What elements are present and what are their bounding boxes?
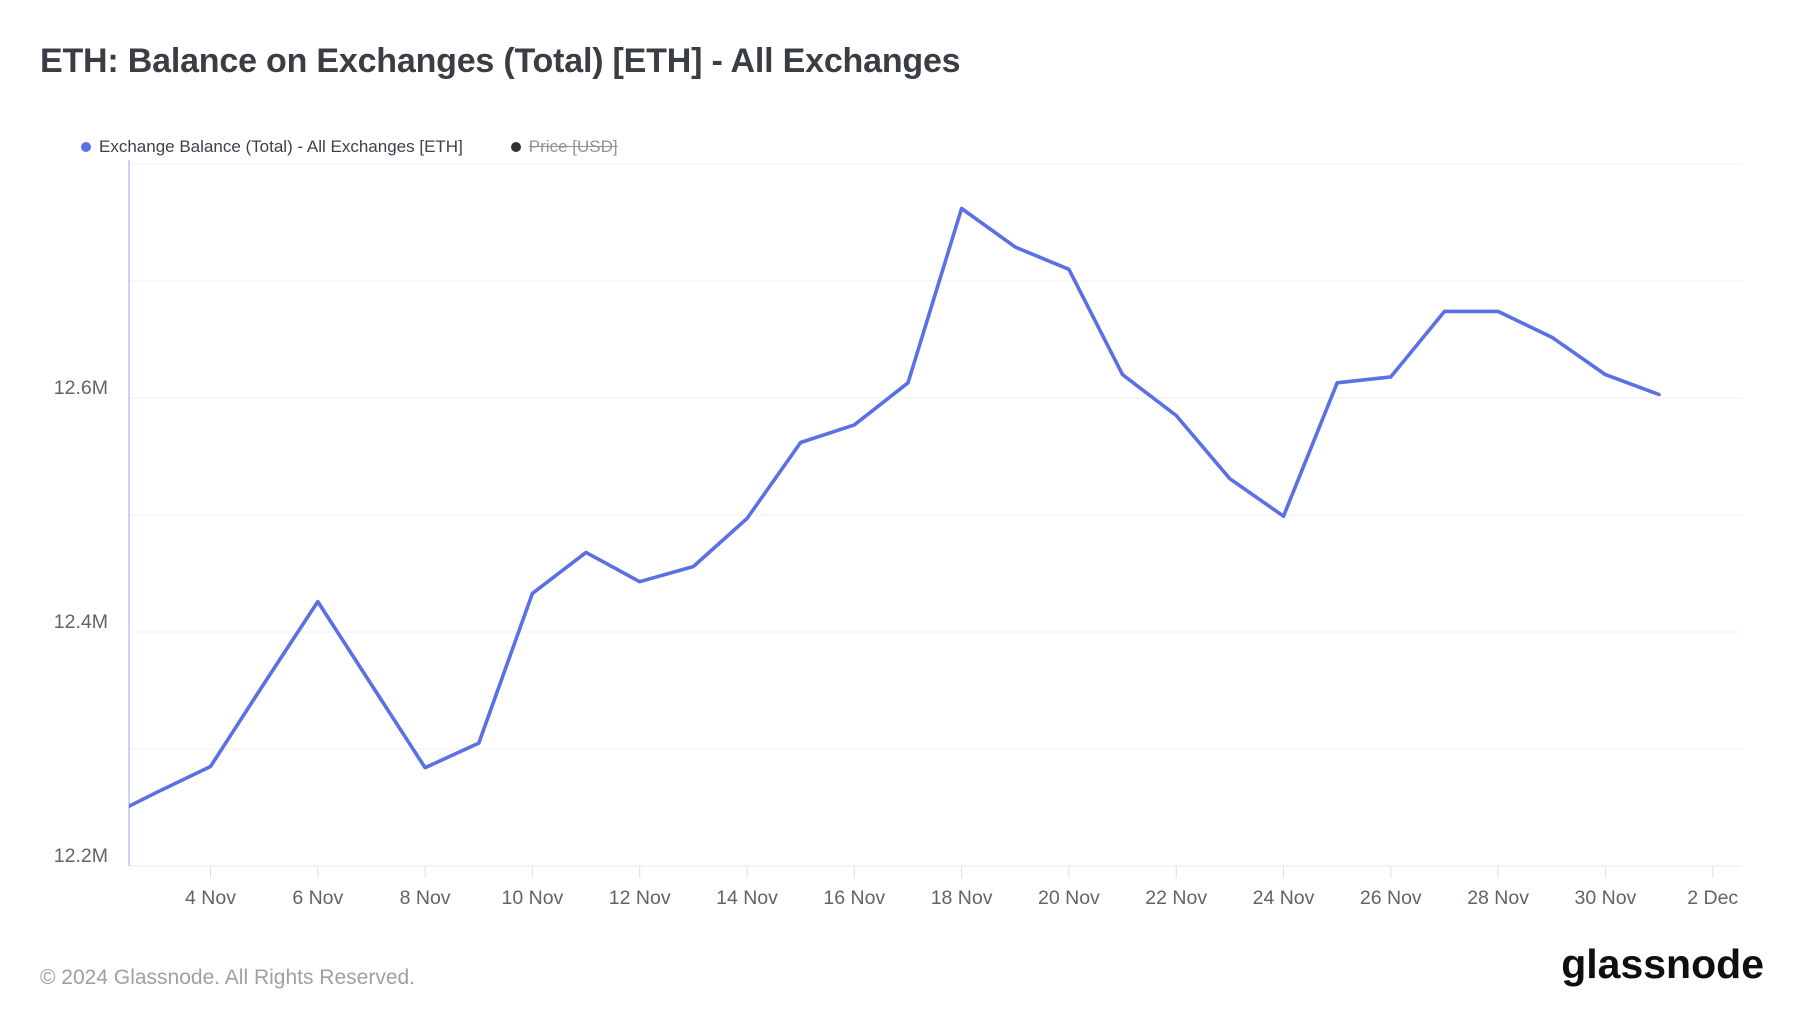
- x-tick-label: 2 Dec: [1687, 887, 1738, 909]
- legend-label: Price [USD]: [528, 137, 618, 156]
- x-tick-label: 18 Nov: [931, 887, 993, 909]
- y-tick-label: 12.6M: [54, 377, 108, 399]
- x-tick-label: 24 Nov: [1253, 887, 1315, 909]
- y-tick-label: 12.4M: [54, 611, 108, 633]
- x-tick-label: 12 Nov: [609, 887, 671, 909]
- series-color-dot-icon: [510, 142, 521, 152]
- x-tick-label: 14 Nov: [716, 887, 778, 909]
- legend-item-price-usd[interactable]: Price [USD]: [510, 137, 618, 157]
- x-tick-label: 10 Nov: [502, 887, 564, 909]
- x-tick-label: 16 Nov: [823, 887, 885, 909]
- x-tick-label: 4 Nov: [185, 887, 236, 909]
- x-tick-label: 8 Nov: [400, 887, 451, 909]
- x-tick-label: 26 Nov: [1360, 887, 1422, 909]
- chart-legend: Exchange Balance (Total) - All Exchanges…: [81, 137, 618, 157]
- chart-title: ETH: Balance on Exchanges (Total) [ETH] …: [40, 42, 961, 80]
- glassnode-logo: glassnode: [1561, 941, 1764, 987]
- x-tick-label: 6 Nov: [292, 887, 343, 909]
- x-tick-label: 22 Nov: [1145, 887, 1207, 909]
- copyright-text: © 2024 Glassnode. All Rights Reserved.: [40, 966, 416, 989]
- x-tick-label: 30 Nov: [1575, 887, 1637, 909]
- series-color-dot-icon: [81, 142, 91, 152]
- legend-label: Exchange Balance (Total) - All Exchanges…: [99, 137, 463, 156]
- legend-item-exchange-balance[interactable]: Exchange Balance (Total) - All Exchanges…: [81, 137, 463, 157]
- x-tick-label: 20 Nov: [1038, 887, 1100, 909]
- balance-series-line: [129, 206, 1661, 809]
- y-tick-label: 12.2M: [54, 845, 108, 867]
- x-tick-label: 28 Nov: [1467, 887, 1529, 909]
